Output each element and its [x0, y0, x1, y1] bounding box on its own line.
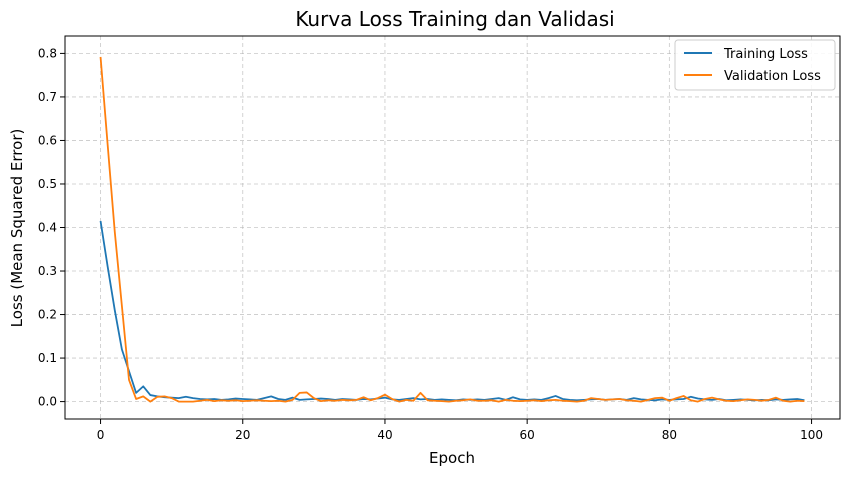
legend-box — [674, 39, 836, 91]
grid-layer — [65, 36, 840, 419]
legend-label-training: Training Loss — [723, 47, 808, 62]
x-tick-label: 100 — [800, 428, 823, 442]
y-tick-label: 0.6 — [38, 133, 57, 147]
x-axis-ticks: 0 20 40 60 80 100 — [97, 419, 823, 442]
y-tick-label: 0.3 — [38, 264, 57, 278]
x-tick-label: 60 — [520, 428, 535, 442]
x-tick-label: 20 — [235, 428, 250, 442]
series-layer — [99, 56, 805, 403]
validation-loss-line — [99, 56, 805, 403]
y-tick-label: 0.5 — [38, 177, 57, 191]
y-tick-label: 0.2 — [38, 308, 57, 322]
legend: Training Loss Validation Loss — [674, 39, 836, 91]
y-tick-label: 0.1 — [38, 351, 57, 365]
y-axis-label: Loss (Mean Squared Error) — [8, 129, 26, 328]
x-tick-label: 40 — [377, 428, 392, 442]
x-tick-label: 0 — [97, 428, 105, 442]
chart-title: Kurva Loss Training dan Validasi — [295, 7, 614, 31]
y-tick-label: 0.7 — [38, 90, 57, 104]
x-tick-label: 80 — [662, 428, 677, 442]
y-tick-label: 0.4 — [38, 221, 57, 235]
y-axis-ticks: 0.0 0.1 0.2 0.3 0.4 0.5 0.6 0.7 0.8 — [38, 46, 65, 409]
legend-label-validation: Validation Loss — [724, 69, 821, 84]
training-loss-line — [99, 220, 805, 402]
y-tick-label: 0.8 — [38, 46, 57, 60]
x-axis-label: Epoch — [429, 449, 475, 467]
y-tick-label: 0.0 — [38, 395, 57, 409]
